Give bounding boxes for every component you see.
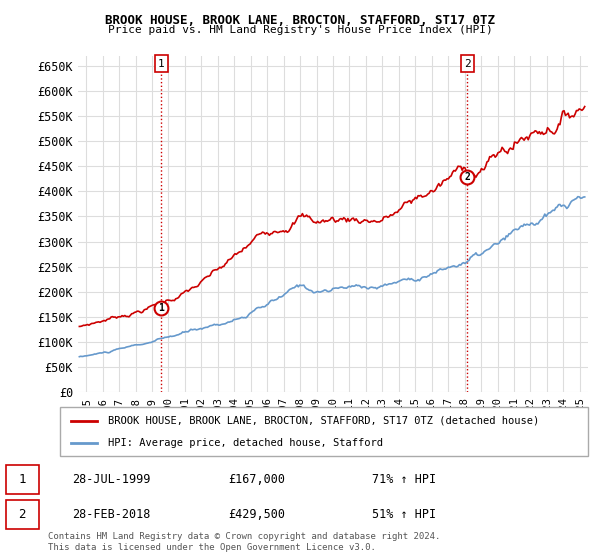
Text: 51% ↑ HPI: 51% ↑ HPI [372,508,436,521]
Text: HPI: Average price, detached house, Stafford: HPI: Average price, detached house, Staf… [107,437,383,447]
FancyBboxPatch shape [6,500,39,530]
Text: 71% ↑ HPI: 71% ↑ HPI [372,473,436,486]
Text: 2: 2 [19,508,26,521]
Text: BROOK HOUSE, BROOK LANE, BROCTON, STAFFORD, ST17 0TZ (detached house): BROOK HOUSE, BROOK LANE, BROCTON, STAFFO… [107,416,539,426]
Text: 2: 2 [464,59,470,68]
Text: 1: 1 [158,59,165,68]
Text: 28-JUL-1999: 28-JUL-1999 [72,473,151,486]
Text: 1: 1 [158,304,164,313]
Text: Price paid vs. HM Land Registry's House Price Index (HPI): Price paid vs. HM Land Registry's House … [107,25,493,35]
Text: BROOK HOUSE, BROOK LANE, BROCTON, STAFFORD, ST17 0TZ: BROOK HOUSE, BROOK LANE, BROCTON, STAFFO… [105,14,495,27]
Text: 2: 2 [464,171,470,181]
Text: £167,000: £167,000 [228,473,285,486]
Text: 28-FEB-2018: 28-FEB-2018 [72,508,151,521]
Text: £429,500: £429,500 [228,508,285,521]
FancyBboxPatch shape [6,465,39,494]
Text: 1: 1 [19,473,26,486]
FancyBboxPatch shape [60,407,588,456]
Text: Contains HM Land Registry data © Crown copyright and database right 2024.
This d: Contains HM Land Registry data © Crown c… [48,532,440,552]
